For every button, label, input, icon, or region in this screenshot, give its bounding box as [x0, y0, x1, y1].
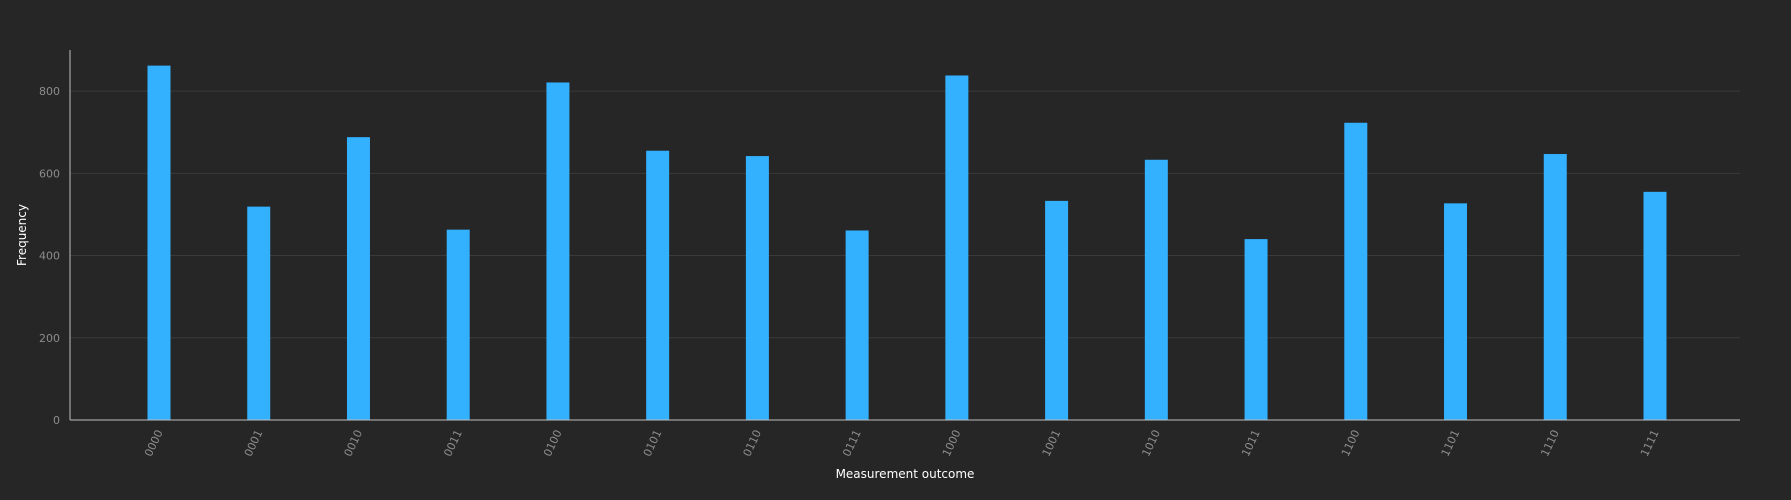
x-tick-label-1111: 1111: [1638, 428, 1662, 459]
y-axis-title: Frequency: [15, 204, 29, 266]
axes: [69, 50, 1740, 421]
y-tick-label-0: 0: [53, 414, 60, 427]
y-tick-label-200: 200: [39, 332, 60, 345]
bar-0100[interactable]: [546, 82, 570, 420]
y-tick-labels: 0 200 400 600 800: [39, 85, 60, 427]
bar-1110[interactable]: [1543, 154, 1567, 420]
x-tick-label-1010: 1010: [1139, 428, 1163, 459]
x-tick-label-1011: 1011: [1239, 428, 1263, 459]
bar-0000[interactable]: [147, 65, 171, 420]
x-tick-label-0101: 0101: [641, 428, 665, 459]
x-tick-label-0111: 0111: [840, 428, 864, 459]
bar-0001[interactable]: [247, 206, 271, 420]
bar-1111[interactable]: [1643, 191, 1667, 420]
y-tick-label-800: 800: [39, 85, 60, 98]
x-tick-label-1100: 1100: [1339, 428, 1363, 459]
x-tick-labels: 0000 0001 0010 0011 0100 0101 0110 0111 1000 1001…: [142, 428, 1662, 459]
bars-group: [147, 65, 1667, 421]
bar-0101[interactable]: [646, 150, 670, 420]
x-axis-title: Measurement outcome: [836, 467, 975, 481]
bar-0111[interactable]: [845, 230, 869, 420]
bar-0010[interactable]: [346, 137, 370, 420]
x-tick-label-1101: 1101: [1439, 428, 1463, 459]
x-tick-label-0000: 0000: [142, 428, 166, 459]
bar-1101[interactable]: [1444, 203, 1468, 420]
x-tick-label-1110: 1110: [1538, 428, 1562, 459]
x-tick-label-0100: 0100: [541, 428, 565, 459]
x-tick-label-0110: 0110: [741, 428, 765, 459]
y-tick-label-400: 400: [39, 250, 60, 263]
bar-1011[interactable]: [1244, 239, 1268, 420]
bar-1001[interactable]: [1045, 200, 1069, 420]
x-tick-label-1000: 1000: [940, 428, 964, 459]
x-tick-label-1001: 1001: [1040, 428, 1064, 459]
y-tick-label-600: 600: [39, 167, 60, 180]
bar-0110[interactable]: [745, 156, 769, 421]
bar-1100[interactable]: [1344, 122, 1368, 421]
grid-lines: [70, 90, 1740, 339]
x-tick-label-0010: 0010: [342, 428, 366, 459]
x-tick-label-0001: 0001: [242, 428, 266, 459]
x-tick-label-0011: 0011: [441, 428, 465, 459]
bar-0011[interactable]: [446, 229, 470, 420]
bar-1000[interactable]: [945, 75, 969, 420]
bar-1010[interactable]: [1144, 159, 1168, 420]
